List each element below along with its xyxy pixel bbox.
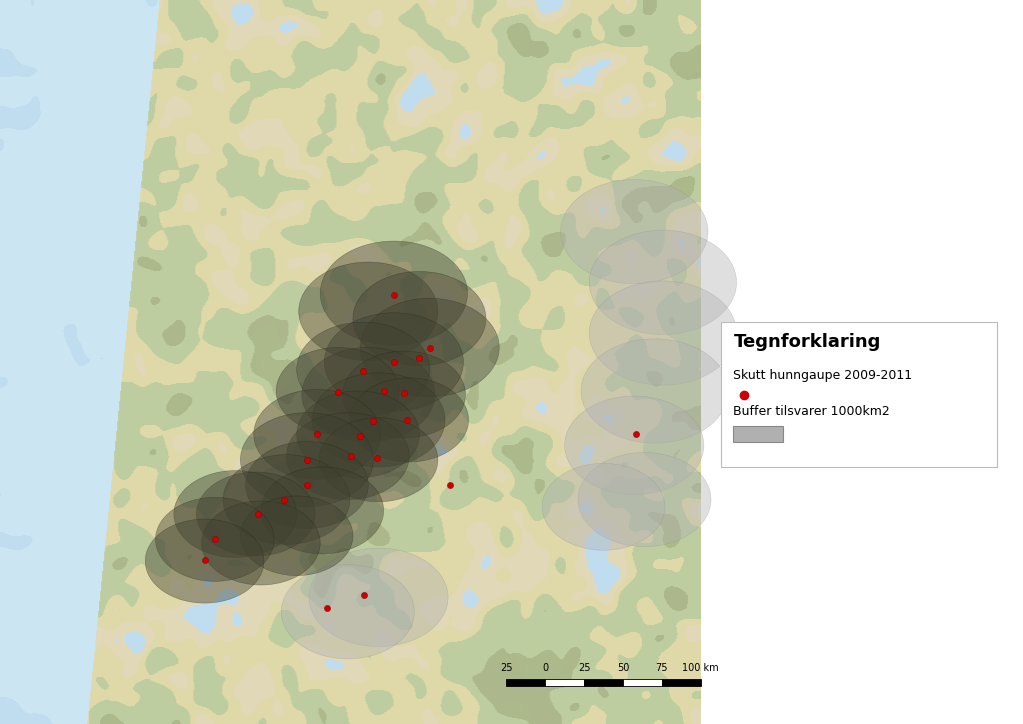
Bar (662, 679, 701, 686)
Text: Buffer tilsvarer 1000km2: Buffer tilsvarer 1000km2 (733, 405, 890, 418)
Text: 75: 75 (656, 663, 668, 673)
Circle shape (240, 413, 373, 507)
Circle shape (299, 262, 438, 361)
Text: 50: 50 (617, 663, 629, 673)
Circle shape (589, 281, 737, 385)
Circle shape (155, 497, 274, 581)
Circle shape (312, 373, 445, 467)
Circle shape (578, 452, 711, 547)
Circle shape (254, 390, 381, 479)
Text: 100 km: 100 km (682, 663, 719, 673)
Circle shape (302, 348, 435, 442)
Circle shape (202, 501, 320, 585)
Circle shape (561, 180, 708, 284)
Circle shape (360, 298, 499, 397)
Text: Tegnforklaring: Tegnforklaring (733, 333, 881, 351)
Circle shape (261, 467, 384, 554)
Circle shape (246, 442, 368, 529)
Circle shape (297, 391, 419, 478)
Circle shape (320, 241, 468, 345)
Circle shape (589, 230, 737, 334)
Circle shape (309, 548, 448, 647)
Bar (545, 679, 584, 686)
Circle shape (353, 272, 486, 366)
Circle shape (565, 396, 704, 494)
Bar (733, 426, 783, 442)
Bar (584, 679, 623, 686)
Circle shape (542, 463, 665, 550)
Circle shape (286, 413, 409, 500)
Circle shape (174, 471, 297, 557)
Text: Skutt hunngaupe 2009-2011: Skutt hunngaupe 2009-2011 (733, 369, 913, 382)
Bar (506, 679, 545, 686)
Bar (721, 322, 997, 467)
Circle shape (276, 348, 399, 434)
Circle shape (223, 455, 350, 544)
Circle shape (240, 496, 353, 576)
Text: 0: 0 (542, 663, 548, 673)
Circle shape (350, 378, 469, 462)
Text: 25: 25 (578, 663, 590, 673)
Circle shape (581, 339, 728, 443)
Bar (623, 679, 662, 686)
Circle shape (324, 313, 463, 411)
Circle shape (297, 322, 430, 416)
Circle shape (145, 519, 264, 603)
Circle shape (343, 351, 465, 438)
Text: 25: 25 (500, 663, 513, 673)
Circle shape (281, 565, 414, 659)
Circle shape (319, 418, 438, 502)
Circle shape (196, 472, 315, 556)
